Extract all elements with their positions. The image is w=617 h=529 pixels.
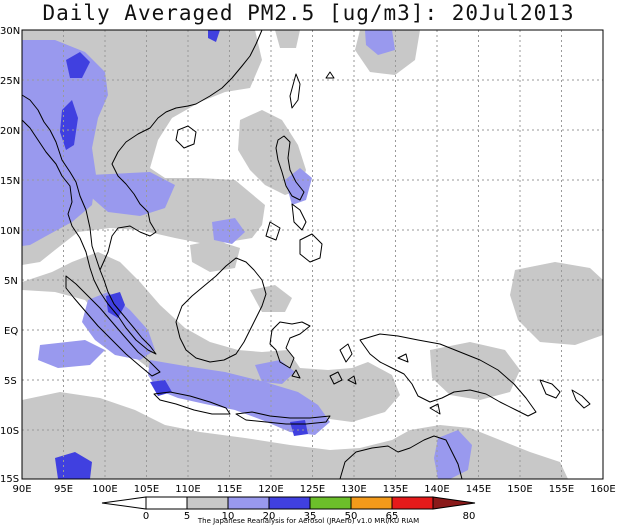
lon-label: 135E — [383, 484, 408, 495]
color-legend: 0 5 10 20 35 50 65 80 — [101, 496, 476, 522]
legend-bin — [350, 496, 393, 510]
legend-upper-arrow — [432, 496, 476, 510]
lat-label: EQ — [4, 326, 18, 337]
legend-level: 65 — [386, 511, 399, 522]
longitude-labels: 90E 95E 100E 105E 110E 115E 120E 125E 13… — [12, 484, 615, 495]
lat-label: 15N — [0, 176, 20, 187]
legend-bin — [268, 496, 311, 510]
legend-bin — [145, 496, 188, 510]
lat-label: 10S — [0, 426, 19, 437]
lon-label: 95E — [54, 484, 73, 495]
lon-label: 130E — [341, 484, 366, 495]
legend-level: 20 — [263, 511, 276, 522]
lon-label: 90E — [12, 484, 31, 495]
lon-label: 110E — [175, 484, 200, 495]
lat-label: 15S — [0, 474, 19, 485]
lat-label: 25N — [0, 76, 20, 87]
legend-level: 5 — [184, 511, 190, 522]
lat-label: 5S — [4, 376, 17, 387]
lon-label: 155E — [549, 484, 574, 495]
lon-label: 100E — [92, 484, 117, 495]
data-credit: The Japanese Reanalysis for Aerosol (JRA… — [197, 517, 420, 525]
lon-label: 125E — [300, 484, 325, 495]
coastlines — [21, 29, 591, 480]
lon-label: 145E — [466, 484, 491, 495]
lon-label: 140E — [424, 484, 449, 495]
lat-label: 5N — [4, 276, 18, 287]
lon-label: 160E — [590, 484, 615, 495]
lat-label: 10N — [0, 226, 20, 237]
lon-label: 150E — [507, 484, 532, 495]
map-title: Daily Averaged PM2.5 [ug/m3]: 20Jul2013 — [42, 1, 575, 25]
legend-bin — [309, 496, 352, 510]
latitude-labels: 30N 25N 20N 15N 10N 5N EQ 5S 10S 15S — [0, 26, 20, 485]
legend-lower-arrow — [101, 496, 147, 510]
lon-label: 115E — [217, 484, 242, 495]
legend-level: 35 — [304, 511, 317, 522]
legend-bin — [186, 496, 229, 510]
legend-level: 50 — [345, 511, 358, 522]
legend-bin — [227, 496, 270, 510]
legend-level: 10 — [222, 511, 235, 522]
lat-label: 20N — [0, 126, 20, 137]
lat-label: 30N — [0, 26, 20, 37]
lon-label: 105E — [134, 484, 159, 495]
legend-level: 0 — [143, 511, 149, 522]
plot-frame — [21, 29, 604, 480]
legend-bin — [391, 496, 434, 510]
legend-level: 80 — [463, 511, 476, 522]
lon-label: 120E — [258, 484, 283, 495]
